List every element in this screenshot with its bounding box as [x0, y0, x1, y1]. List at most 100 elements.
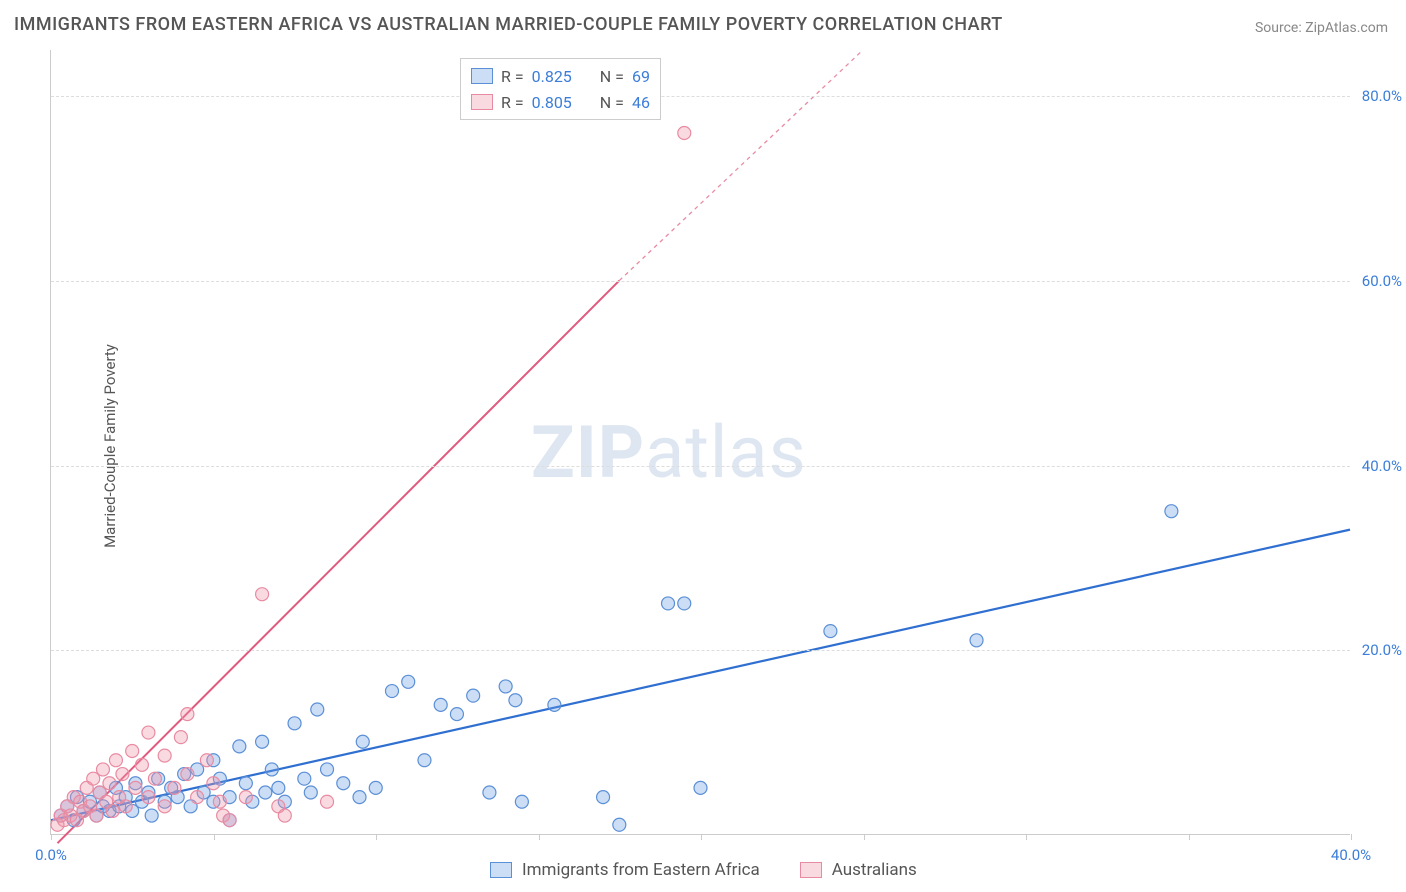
data-point — [450, 708, 463, 721]
data-point — [168, 781, 181, 794]
data-point — [207, 777, 220, 790]
data-point — [369, 781, 382, 794]
data-point — [298, 772, 311, 785]
legend-r-value-1: 0.825 — [532, 67, 572, 86]
x-tick — [701, 834, 702, 840]
data-point — [233, 740, 246, 753]
data-point — [970, 634, 983, 647]
gridline — [51, 650, 1350, 651]
data-point — [353, 791, 366, 804]
data-point — [135, 758, 148, 771]
data-point — [256, 588, 269, 601]
data-point — [304, 786, 317, 799]
data-point — [272, 781, 285, 794]
legend-r-label: R = — [501, 93, 524, 112]
legend-n-label: N = — [600, 93, 624, 112]
data-point — [259, 786, 272, 799]
data-point — [142, 726, 155, 739]
data-point — [119, 800, 132, 813]
legend-bottom-swatch-1 — [490, 862, 512, 878]
data-point — [678, 597, 691, 610]
legend-bottom-label-1: Immigrants from Eastern Africa — [522, 860, 760, 880]
legend-swatch-2 — [471, 94, 493, 110]
data-point — [824, 625, 837, 638]
data-point — [434, 698, 447, 711]
chart-title: IMMIGRANTS FROM EASTERN AFRICA VS AUSTRA… — [14, 14, 1003, 35]
plot-svg — [51, 50, 1350, 834]
data-point — [662, 597, 675, 610]
x-tick-label-min: 0.0% — [35, 846, 67, 864]
legend-r-label: R = — [501, 67, 524, 86]
data-point — [385, 685, 398, 698]
y-tick-label: 20.0% — [1362, 641, 1402, 659]
data-point — [126, 744, 139, 757]
data-point — [181, 708, 194, 721]
series-legend: Immigrants from Eastern Africa Australia… — [490, 860, 917, 880]
data-point — [548, 698, 561, 711]
data-point — [288, 717, 301, 730]
data-point — [90, 809, 103, 822]
legend-row-series-1: R = 0.825 N = 69 — [471, 63, 650, 89]
data-point — [109, 754, 122, 767]
x-tick — [1026, 834, 1027, 840]
data-point — [515, 795, 528, 808]
legend-n-value-2: 46 — [632, 93, 650, 112]
x-tick — [51, 834, 52, 840]
data-point — [200, 754, 213, 767]
legend-bottom-label-2: Australians — [832, 860, 917, 880]
x-tick — [539, 834, 540, 840]
legend-row-series-2: R = 0.805 N = 46 — [471, 89, 650, 115]
data-point — [613, 818, 626, 831]
gridline — [51, 96, 1350, 97]
data-point — [174, 731, 187, 744]
data-point — [402, 675, 415, 688]
data-point — [694, 781, 707, 794]
legend-bottom-swatch-2 — [800, 862, 822, 878]
plot-area: ZIPatlas 20.0%40.0%60.0%80.0%0.0%40.0% — [50, 50, 1350, 835]
data-point — [181, 768, 194, 781]
data-point — [145, 809, 158, 822]
data-point — [321, 763, 334, 776]
y-tick-label: 40.0% — [1362, 457, 1402, 475]
y-tick-label: 60.0% — [1362, 272, 1402, 290]
legend-n-value-1: 69 — [632, 67, 650, 86]
data-point — [223, 814, 236, 827]
data-point — [213, 795, 226, 808]
correlation-legend: R = 0.825 N = 69 R = 0.805 N = 46 — [460, 58, 661, 120]
data-point — [1165, 505, 1178, 518]
data-point — [116, 768, 129, 781]
x-tick — [376, 834, 377, 840]
x-tick-label-max: 40.0% — [1331, 846, 1371, 864]
data-point — [103, 777, 116, 790]
x-tick — [214, 834, 215, 840]
data-point — [311, 703, 324, 716]
gridline — [51, 281, 1350, 282]
data-point — [142, 791, 155, 804]
data-point — [499, 680, 512, 693]
data-point — [129, 781, 142, 794]
data-point — [321, 795, 334, 808]
data-point — [158, 800, 171, 813]
data-point — [278, 809, 291, 822]
data-point — [597, 791, 610, 804]
data-point — [158, 749, 171, 762]
y-tick-label: 80.0% — [1362, 87, 1402, 105]
data-point — [239, 777, 252, 790]
data-point — [148, 772, 161, 785]
x-tick — [1189, 834, 1190, 840]
data-point — [418, 754, 431, 767]
x-tick — [864, 834, 865, 840]
data-point — [678, 127, 691, 140]
data-point — [256, 735, 269, 748]
data-point — [509, 694, 522, 707]
data-point — [265, 763, 278, 776]
data-point — [467, 689, 480, 702]
gridline — [51, 466, 1350, 467]
data-point — [337, 777, 350, 790]
legend-r-value-2: 0.805 — [532, 93, 572, 112]
data-point — [191, 791, 204, 804]
legend-n-label: N = — [600, 67, 624, 86]
data-point — [356, 735, 369, 748]
data-point — [483, 786, 496, 799]
data-point — [106, 804, 119, 817]
